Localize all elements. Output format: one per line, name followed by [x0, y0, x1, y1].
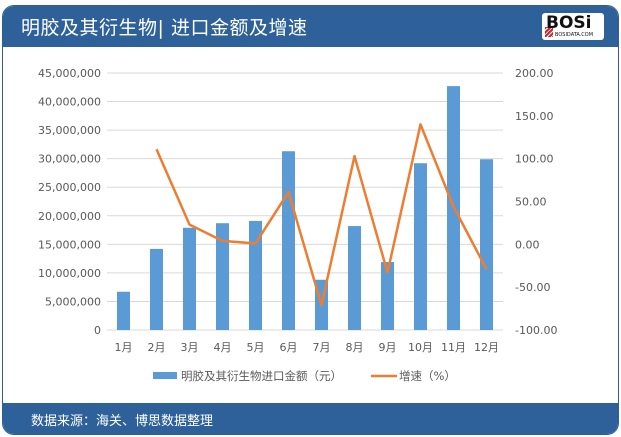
x-axis-tick: 12月	[474, 341, 499, 354]
right-axis-tick: -100.00	[515, 324, 557, 337]
legend-line-label: 增速（%）	[399, 369, 456, 383]
x-axis-tick: 5月	[247, 341, 265, 354]
left-axis-tick: 10,000,000	[38, 267, 101, 280]
right-axis-tick: 100.00	[515, 153, 554, 166]
left-axis-tick: 45,000,000	[38, 67, 101, 80]
bar-import-amount	[216, 223, 229, 330]
x-axis-tick: 4月	[214, 341, 232, 354]
logo-subtext: BOSIDATA.COM	[555, 32, 594, 38]
bar-import-amount	[414, 163, 427, 330]
x-axis-tick: 11月	[441, 341, 466, 354]
left-axis-tick: 15,000,000	[38, 238, 101, 251]
bar-import-amount	[381, 262, 394, 330]
footer-bar: 数据来源：海关、博思数据整理	[3, 403, 618, 434]
right-axis-tick: -50.00	[515, 281, 550, 294]
right-axis-tick: 150.00	[515, 110, 554, 123]
right-axis-tick: 200.00	[515, 67, 554, 80]
chart-card: 明胶及其衍生物| 进口金额及增速 BOSi BOSIDATA.COM 0 5,00…	[2, 5, 619, 435]
bosi-logo: BOSi BOSIDATA.COM	[542, 13, 604, 40]
x-axis-tick: 9月	[379, 341, 397, 354]
left-axis-tick: 35,000,000	[38, 124, 101, 137]
left-axis-tick: 40,000,000	[38, 96, 101, 109]
data-source: 数据来源：海关、博思数据整理	[31, 414, 214, 429]
legend-bar-label: 明胶及其衍生物进口金额（元）	[181, 369, 342, 383]
x-axis-tick: 3月	[181, 341, 199, 354]
logo-stripe-icon	[545, 27, 553, 37]
x-axis-tick: 2月	[148, 341, 166, 354]
left-axis-tick: 20,000,000	[38, 210, 101, 223]
growth-rate-line	[155, 123, 488, 307]
combo-chart: 0 5,000,000 10,000,000 15,000,000 20,000,000…	[38, 67, 557, 383]
bar-import-amount	[150, 248, 163, 330]
left-axis-tick: 0	[94, 324, 101, 337]
x-axis-tick: 6月	[280, 341, 298, 354]
x-axis-tick: 8月	[346, 341, 364, 354]
bar-import-amount	[348, 226, 361, 330]
legend-bar-swatch	[153, 372, 177, 379]
left-axis-tick: 5,000,000	[45, 295, 101, 308]
left-axis-tick: 30,000,000	[38, 153, 101, 166]
x-axis-tick: 7月	[313, 341, 331, 354]
x-axis-tick: 1月	[115, 341, 133, 354]
bar-import-amount	[249, 220, 262, 330]
chart-title: 明胶及其衍生物| 进口金额及增速	[21, 17, 308, 39]
x-axis-tick: 10月	[408, 341, 433, 354]
right-axis-tick: 0.00	[515, 238, 540, 251]
left-axis-tick: 25,000,000	[38, 181, 101, 194]
header-bar: 明胶及其衍生物| 进口金额及增速 BOSi BOSIDATA.COM	[3, 6, 618, 47]
bar-import-amount	[117, 291, 130, 330]
bar-import-amount	[282, 151, 295, 330]
bar-import-amount	[183, 227, 196, 330]
logo-text: BOSi	[546, 13, 592, 33]
right-axis-tick: 50.00	[515, 196, 547, 209]
bar-import-amount	[480, 159, 493, 330]
